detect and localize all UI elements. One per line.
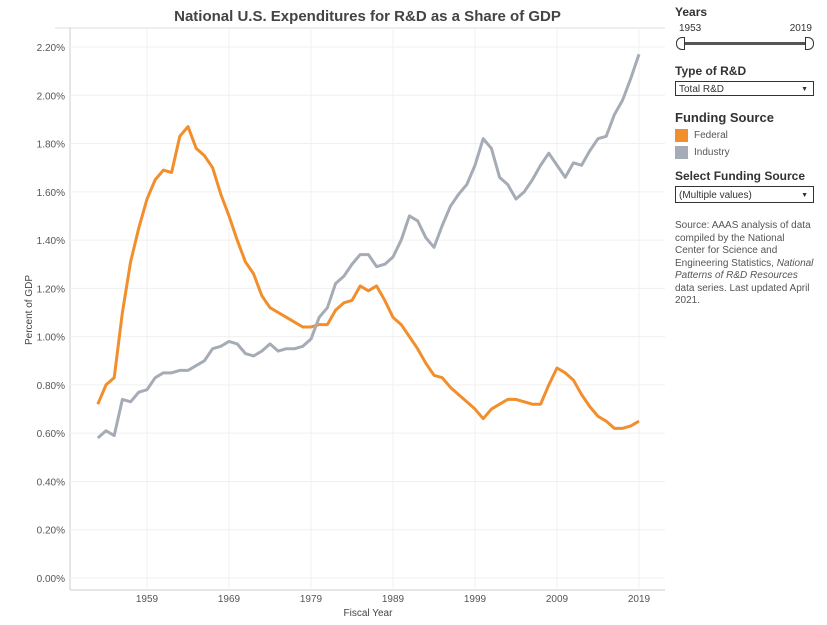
source-note: Source: AAAS analysis of data compiled b… xyxy=(675,220,815,308)
y-tick-label: 1.80% xyxy=(37,140,65,151)
series-line-federal xyxy=(96,125,640,430)
x-tick-label: 1999 xyxy=(464,594,487,605)
x-tick-label: 1959 xyxy=(136,594,159,605)
industry-swatch xyxy=(675,146,688,159)
funding-value: (Multiple values) xyxy=(679,190,752,201)
year-max: 2019 xyxy=(789,23,812,34)
x-tick-label: 2009 xyxy=(546,594,569,605)
slider-handle-min[interactable] xyxy=(676,37,685,50)
y-tick-label: 0.60% xyxy=(37,429,65,440)
legend-industry[interactable]: Industry xyxy=(675,146,815,159)
chart-title: National U.S. Expenditures for R&D as a … xyxy=(174,8,561,25)
type-value: Total R&D xyxy=(679,84,725,95)
legend-label: Federal xyxy=(694,130,728,142)
x-tick-label: 1969 xyxy=(218,594,241,605)
funding-dropdown[interactable]: (Multiple values) ▼ xyxy=(675,186,814,203)
y-tick-label: 0.20% xyxy=(37,526,65,537)
type-label: Type of R&D xyxy=(675,64,747,78)
series-line-industry xyxy=(96,53,641,440)
line-chart: 0.00% 0.20% 0.40% 0.60% 0.80% 1.00% 1.20% 1.40%… xyxy=(24,27,665,619)
funding-label: Funding Source xyxy=(675,110,774,125)
select-funding-label: Select Funding Source xyxy=(675,169,806,183)
chevron-down-icon: ▼ xyxy=(801,86,808,93)
x-axis-title: Fiscal Year xyxy=(344,608,394,619)
legend-federal[interactable]: Federal xyxy=(675,129,815,142)
legend-label: Industry xyxy=(694,147,730,159)
x-tick-label: 1989 xyxy=(382,594,405,605)
slider-handle-max[interactable] xyxy=(805,37,814,50)
source-text-end: data series. Last updated April 2021. xyxy=(675,282,810,307)
y-tick-label: 0.80% xyxy=(37,381,65,392)
y-tick-label: 1.20% xyxy=(37,284,65,295)
y-tick-label: 1.60% xyxy=(37,188,65,199)
years-filter: Years 1953 2019 xyxy=(675,5,815,51)
federal-swatch xyxy=(675,129,688,142)
y-axis-title: Percent of GDP xyxy=(24,275,35,345)
x-tick-label: 2019 xyxy=(628,594,651,605)
y-tick-label: 1.40% xyxy=(37,236,65,247)
y-tick-label: 2.20% xyxy=(37,43,65,54)
years-slider[interactable] xyxy=(675,37,815,51)
source-title: National Patterns of R&D Resources xyxy=(675,257,814,282)
y-tick-label: 0.40% xyxy=(37,477,65,488)
source-text: Source: AAAS analysis of data compiled b… xyxy=(675,220,811,269)
years-label: Years xyxy=(675,5,708,19)
x-tick-label: 1979 xyxy=(300,594,323,605)
y-tick-label: 1.00% xyxy=(37,333,65,344)
chevron-down-icon: ▼ xyxy=(801,192,808,199)
type-dropdown[interactable]: Total R&D ▼ xyxy=(675,81,814,96)
y-tick-label: 0.00% xyxy=(37,574,65,585)
y-tick-label: 2.00% xyxy=(37,91,65,102)
year-min: 1953 xyxy=(679,23,702,34)
